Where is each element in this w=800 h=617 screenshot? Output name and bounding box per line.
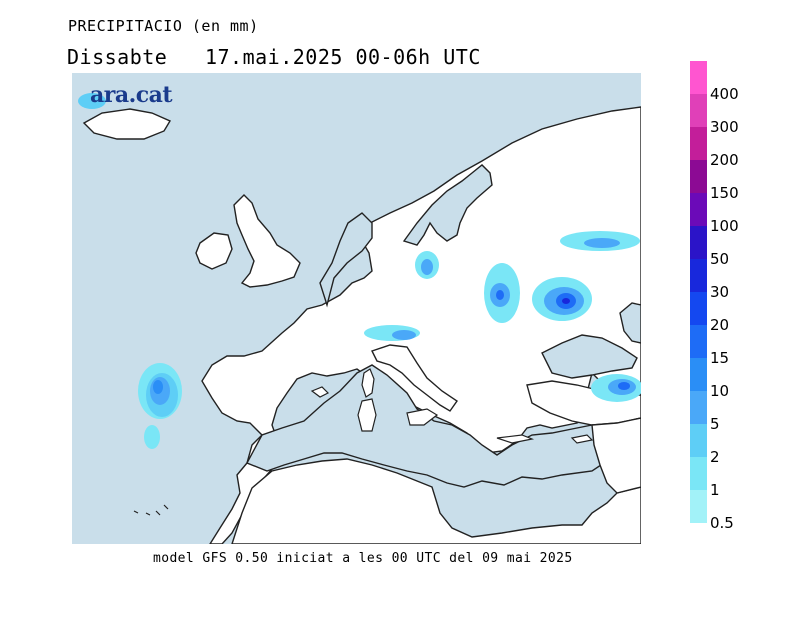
- land-balearics: [310, 386, 330, 398]
- legend-swatch: [690, 127, 707, 160]
- legend-swatch: [690, 226, 707, 259]
- sea-caspian: [619, 302, 641, 344]
- aracat-logo: ara.cat: [90, 82, 173, 108]
- legend-label: 300: [710, 118, 739, 136]
- legend-label: 20: [710, 316, 730, 334]
- land-corsica: [361, 368, 375, 398]
- land-iceland: [82, 108, 172, 140]
- land-cyprus: [570, 434, 594, 444]
- land-levant: [591, 417, 641, 494]
- legend-swatch: [690, 292, 707, 325]
- legend-swatch: [690, 61, 707, 94]
- legend-swatch: [690, 358, 707, 391]
- legend-label: 200: [710, 151, 739, 169]
- legend-label: 15: [710, 349, 730, 367]
- sea-baltic: [402, 164, 493, 246]
- legend-label: 0.5: [710, 514, 734, 532]
- precipitation-map: [72, 73, 641, 544]
- legend-swatch: [690, 259, 707, 292]
- legend-swatch: [690, 325, 707, 358]
- legend-label: 2: [710, 448, 720, 466]
- land-ireland: [195, 232, 233, 270]
- legend-label: 400: [710, 85, 739, 103]
- legend-label: 30: [710, 283, 730, 301]
- legend-swatch: [690, 94, 707, 127]
- legend-swatch: [690, 160, 707, 193]
- land-north-africa: [231, 458, 641, 544]
- map-subtitle-date: Dissabte 17.mai.2025 00-06h UTC: [67, 45, 481, 69]
- legend-swatch: [690, 490, 707, 523]
- land-crete: [496, 434, 535, 444]
- land-europe: [201, 106, 641, 544]
- model-info-footer: model GFS 0.50 iniciat a les 00 UTC del …: [153, 551, 573, 566]
- legend-swatch: [690, 457, 707, 490]
- legend-swatch: [690, 424, 707, 457]
- land-sicily: [406, 408, 439, 426]
- legend-label: 10: [710, 382, 730, 400]
- map-title: PRECIPITACIO (en mm): [68, 17, 259, 35]
- precipitation-fields: [78, 93, 641, 449]
- legend-label: 5: [710, 415, 720, 433]
- sea-black: [541, 334, 638, 379]
- legend-label: 150: [710, 184, 739, 202]
- land-italy: [371, 344, 458, 412]
- land-turkey: [526, 380, 641, 426]
- land-sardinia: [357, 398, 377, 432]
- legend-swatch: [690, 391, 707, 424]
- legend-label: 50: [710, 250, 730, 268]
- precipitation-legend: 400 300 200 150 100 50 30 20 15 10 5 2 1 0.5: [690, 61, 800, 532]
- legend-label: 100: [710, 217, 739, 235]
- legend-swatch: [690, 193, 707, 226]
- legend-label: 1: [710, 481, 720, 499]
- sea-north: [319, 212, 373, 308]
- land-great-britain: [233, 194, 301, 288]
- land-canary: [133, 504, 169, 516]
